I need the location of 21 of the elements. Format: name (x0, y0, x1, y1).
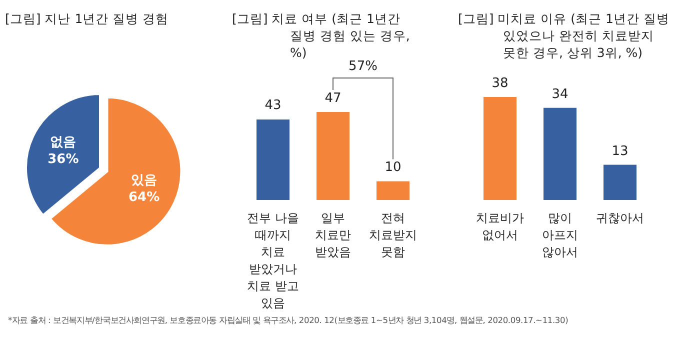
x-tick-label: 일부 치료만 받았음 (314, 210, 352, 261)
x-tick-label: 치료비가 없어서 (475, 210, 525, 244)
data-label: 36% (48, 152, 79, 167)
chart-title: [그림] 지난 1년간 질병 경험 (5, 10, 170, 27)
chart-title: [그림] 치료 여부 (최근 1년간 질병 경험 있는 경우, %) (232, 11, 410, 60)
data-label: 38 (490, 75, 510, 92)
x-tick-label: 귀찮아서 (595, 210, 645, 227)
data-label: 34 (550, 86, 570, 103)
text: *자료 출처 : 보건복지부/한국보건사회연구원, 보호종료아동 자립실태 및 욕구조사, 2020. 12(보호종료 1~5년차 청년 3,104명, 웹설문, 2020.09.17.~11.30) (8, 314, 570, 327)
data-label: 47 (324, 90, 342, 107)
x-tick-label: 많이 아프지 않아서 (541, 210, 579, 261)
slice-label: 없음 (50, 134, 76, 150)
data-label: 10 (384, 159, 402, 176)
data-label: 64% (128, 190, 160, 205)
x-tick-label: 전혀 치료받지 못함 (368, 210, 418, 261)
data-label: 13 (610, 142, 630, 160)
x-tick-label: 전부 나을 때까지 치료 받았거나 치료 받고 있음 (246, 210, 300, 312)
chart-title: [그림] 미치료 이유 (최근 1년간 질병 있었으나 완전히 치료받지 못한 경우, 상위 3위, %) (458, 10, 670, 61)
text: 57% (348, 58, 378, 75)
slice-label: 있음 (131, 172, 158, 188)
data-label: 43 (264, 97, 282, 114)
